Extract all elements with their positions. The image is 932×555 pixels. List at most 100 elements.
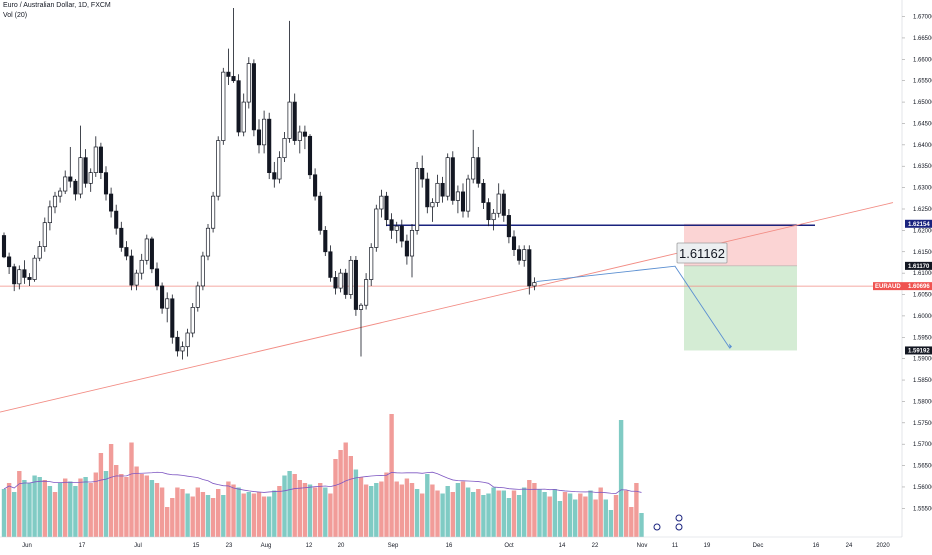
candle-body: [154, 268, 160, 287]
volume-bar: [562, 492, 568, 537]
volume-bar: [83, 477, 88, 537]
volume-bar: [634, 483, 639, 537]
candle-body: [251, 63, 256, 131]
volume-bar: [175, 487, 180, 537]
volume-bar: [1, 489, 7, 537]
volume-bar: [195, 487, 200, 537]
candle-body: [476, 157, 481, 184]
candle-body: [389, 219, 394, 231]
volume-bar: [124, 477, 129, 537]
volume-bar: [476, 489, 481, 537]
volume-bar: [588, 490, 593, 537]
volume-bar: [47, 486, 53, 537]
price-annotation-text: 1.61162: [679, 246, 725, 261]
candle-body: [241, 101, 246, 133]
candle-body: [440, 182, 445, 197]
candle-body: [333, 277, 338, 289]
price-tag: [905, 219, 932, 228]
volume-bar: [430, 484, 435, 537]
candle-body: [98, 146, 103, 173]
candle-body: [73, 180, 78, 195]
volume-bar: [231, 484, 236, 537]
candle-body: [103, 172, 109, 195]
volume-bar: [343, 442, 348, 537]
candle-body: [282, 138, 287, 159]
candle-body: [455, 191, 460, 201]
candle-body: [129, 255, 134, 286]
candle-body: [267, 118, 272, 174]
x-tick-label: 19: [704, 543, 711, 549]
volume-bar: [471, 492, 476, 537]
y-tick-label: 1.63500: [913, 164, 932, 170]
symbol-tag-price: 1.60696: [908, 284, 930, 290]
candle-body: [343, 272, 348, 295]
y-tick-label: 1.56500: [913, 464, 932, 470]
candle-body: [17, 269, 22, 285]
candle-body: [27, 277, 32, 280]
take-profit-zone: [684, 265, 797, 351]
volume-bar: [63, 478, 68, 537]
candle-body: [353, 259, 358, 310]
candle-body: [364, 279, 369, 306]
candle-body: [205, 227, 211, 257]
x-tick-label: 23: [226, 543, 233, 549]
volume-bar: [363, 484, 369, 537]
candle-body: [379, 195, 384, 210]
volume-bar: [420, 493, 425, 537]
y-tick-label: 1.64500: [913, 121, 932, 127]
y-tick-label: 1.66500: [913, 36, 932, 42]
volume-bar: [491, 487, 496, 537]
projection-arrowhead: [729, 343, 732, 349]
candle-body: [471, 157, 476, 180]
volume-bar: [348, 456, 353, 537]
volume-bar: [190, 496, 195, 537]
x-tick-label: Jul: [134, 543, 142, 549]
volume-bar: [73, 486, 78, 537]
volume-bar: [12, 492, 17, 537]
candle-body: [256, 129, 262, 146]
y-tick-label: 1.59500: [913, 335, 932, 341]
volume-ma-line: [3, 471, 642, 494]
volume-bar: [37, 477, 42, 537]
candle-body: [466, 178, 471, 212]
x-tick-label: 12: [306, 543, 313, 549]
candle-body: [491, 212, 496, 221]
volume-bar: [103, 471, 109, 537]
candle-body: [231, 76, 236, 82]
volume-bar: [154, 483, 160, 537]
candle-body: [114, 210, 119, 229]
candle-body: [58, 190, 63, 197]
x-tick-label: 16: [813, 543, 820, 549]
volume-bar: [435, 490, 440, 537]
x-tick-label: Aug: [261, 543, 272, 549]
volume-bar: [267, 496, 272, 537]
candle-body: [527, 249, 532, 287]
candle-body: [221, 71, 226, 141]
candle-body: [68, 176, 73, 182]
volume-bar: [414, 489, 420, 537]
candle-body: [307, 135, 313, 176]
volume-bar: [93, 472, 98, 537]
x-tick-label: 2020: [876, 543, 890, 549]
volume-bar: [114, 465, 119, 537]
y-tick-label: 1.57000: [913, 442, 932, 448]
x-tick-label: 17: [79, 543, 86, 549]
volume-bar: [318, 483, 323, 537]
candle-body: [119, 227, 124, 248]
candle-body: [450, 157, 455, 201]
volume-bar: [629, 507, 634, 537]
volume-bar: [307, 484, 313, 537]
volume-indicator-label: Vol (20): [3, 12, 28, 19]
candle-body: [297, 131, 302, 141]
volume-bar: [450, 492, 455, 537]
candle-body: [496, 193, 501, 214]
candle-body: [384, 195, 389, 221]
volume-bar: [88, 483, 93, 537]
candle-body: [460, 191, 466, 212]
volume-bar: [200, 492, 206, 537]
candle-body: [149, 238, 154, 270]
candle-body: [216, 140, 221, 197]
volume-bar: [272, 490, 277, 537]
